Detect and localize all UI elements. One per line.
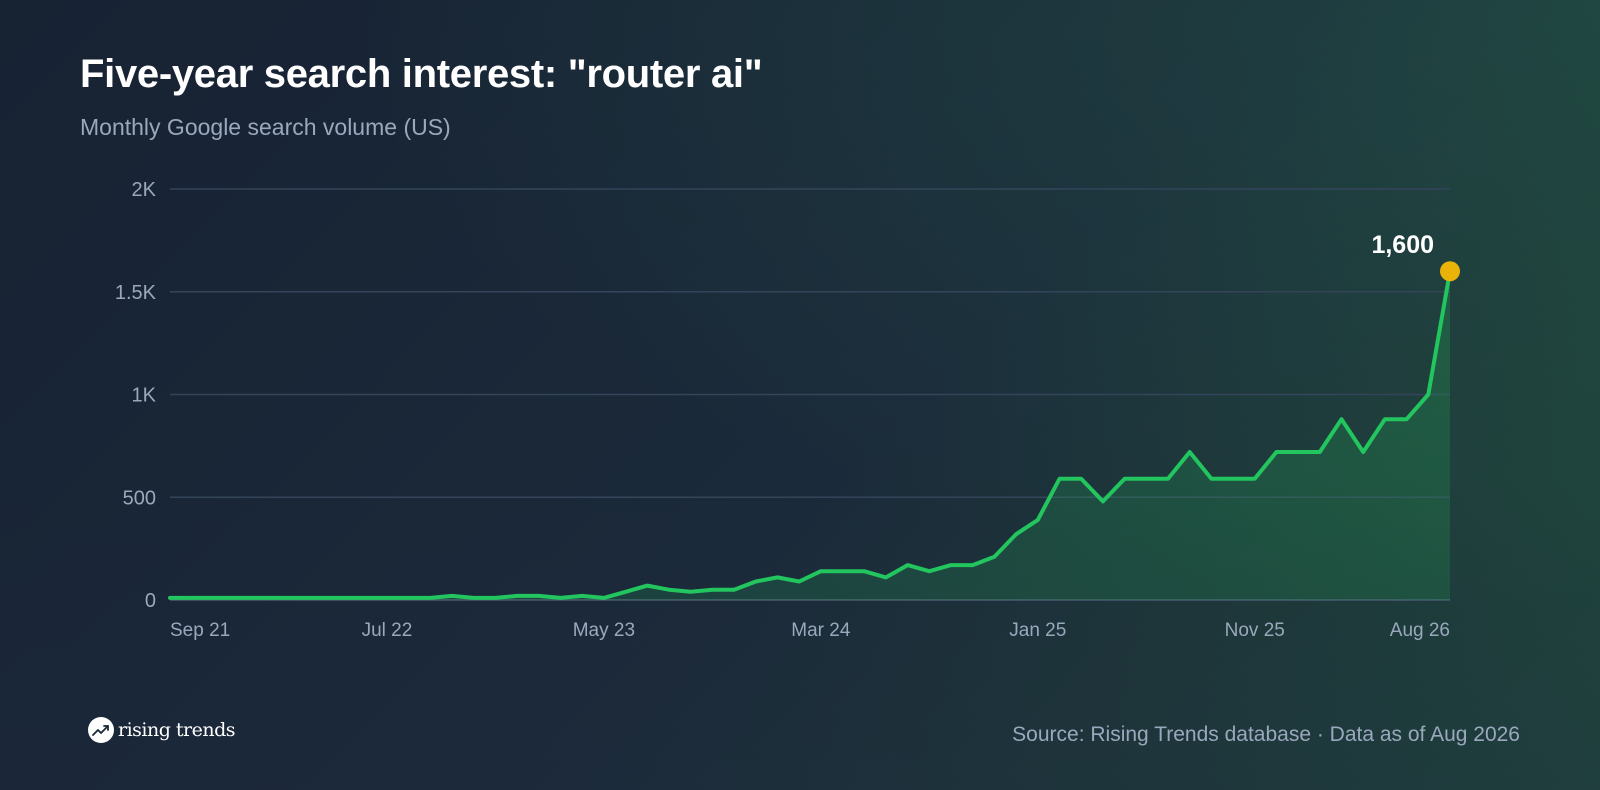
highlight-point xyxy=(1440,261,1460,282)
x-tick-label: Aug 26 xyxy=(1390,620,1450,641)
chart-title: Five-year search interest: "router ai" xyxy=(80,52,763,96)
brand-name: rising trends xyxy=(118,719,236,741)
y-tick-label: 1K xyxy=(132,385,157,407)
x-axis-tick-labels: Sep 21 Jul 22 May 23 Mar 24 Jan 25 Nov 25 Aug … xyxy=(170,620,1450,641)
series-line xyxy=(168,269,1452,600)
x-tick-label: Jul 22 xyxy=(362,620,413,641)
trending-up-icon xyxy=(88,717,114,743)
y-tick-label: 500 xyxy=(123,487,156,509)
y-tick-label: 2K xyxy=(132,179,157,201)
brand-logo: rising trends xyxy=(88,717,236,743)
x-tick-label: May 23 xyxy=(573,620,635,641)
series-area-fill xyxy=(170,271,1450,600)
x-tick-label: Nov 25 xyxy=(1225,620,1285,641)
data-label: 1,600 xyxy=(1371,231,1434,259)
annotations: 1,600 xyxy=(1371,231,1460,282)
x-tick-label: Sep 21 xyxy=(170,620,230,641)
x-tick-label: Mar 24 xyxy=(791,620,851,641)
y-tick-label: 1.5K xyxy=(115,282,157,304)
y-axis-tick-labels: 0 500 1K 1.5K 2K xyxy=(115,179,157,612)
chart-subtitle: Monthly Google search volume (US) xyxy=(80,114,451,140)
y-tick-label: 0 xyxy=(145,590,156,612)
x-tick-label: Jan 25 xyxy=(1009,620,1066,641)
source-note: Source: Rising Trends database · Data as… xyxy=(1012,723,1520,746)
